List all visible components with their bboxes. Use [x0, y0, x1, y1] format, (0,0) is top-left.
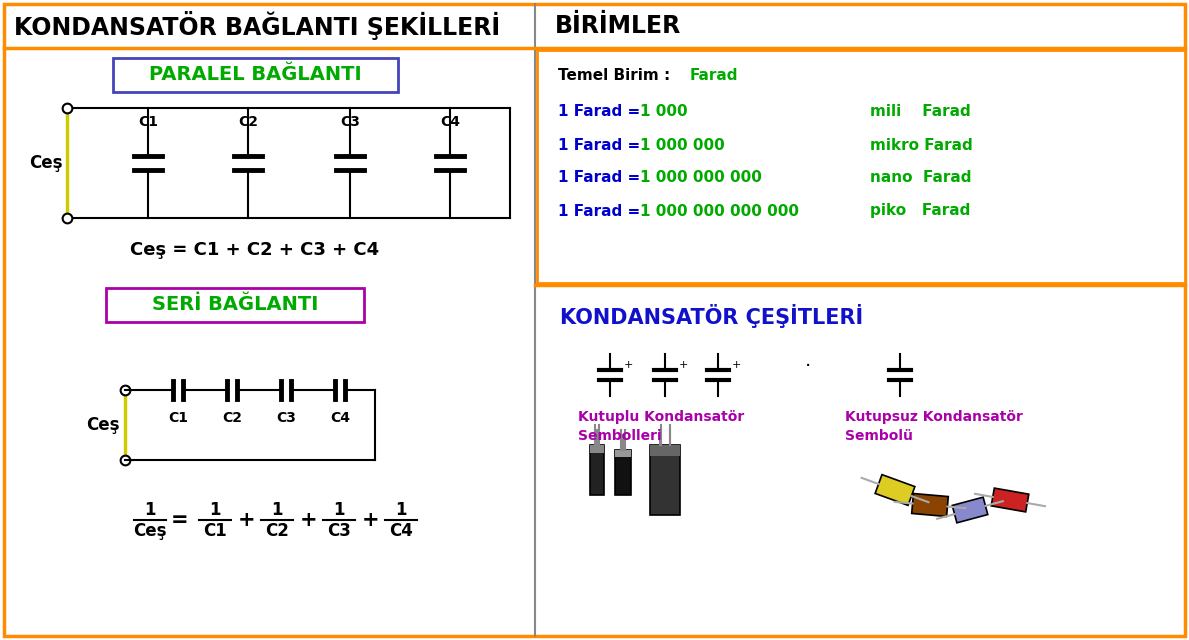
Text: C4: C4 [440, 115, 460, 129]
Text: PARALEL BAĞLANTI: PARALEL BAĞLANTI [149, 65, 361, 84]
Text: C3: C3 [276, 411, 296, 425]
Text: 1 000 000: 1 000 000 [640, 138, 725, 152]
Bar [952, 497, 988, 523]
Bar [875, 475, 914, 506]
Text: +: + [679, 360, 688, 370]
Bar [113, 58, 397, 92]
Text: C2: C2 [265, 522, 289, 540]
Text: mikro Farad: mikro Farad [870, 138, 973, 152]
Text: 1 000: 1 000 [640, 104, 687, 120]
Text: Ceş = C1 + C2 + C3 + C4: Ceş = C1 + C2 + C3 + C4 [130, 241, 379, 259]
Bar [537, 50, 1185, 283]
Bar [650, 445, 680, 456]
Text: Ceş: Ceş [30, 154, 63, 172]
Text: SERİ BAĞLANTI: SERİ BAĞLANTI [152, 296, 319, 314]
Text: =: = [171, 510, 189, 530]
Text: .: . [805, 351, 811, 369]
Text: Ceş: Ceş [87, 416, 120, 434]
Text: 1: 1 [209, 501, 221, 519]
Text: 1 Farad =: 1 Farad = [558, 104, 646, 120]
Text: 1 Farad =: 1 Farad = [558, 138, 646, 152]
Bar [106, 288, 364, 322]
Text: 1 Farad =: 1 Farad = [558, 170, 646, 186]
Bar [590, 445, 604, 495]
Text: C4: C4 [389, 522, 413, 540]
Text: C4: C4 [331, 411, 350, 425]
Text: 1 000 000 000: 1 000 000 000 [640, 170, 762, 186]
Bar [615, 450, 631, 457]
Text: +: + [624, 360, 634, 370]
Bar [590, 445, 604, 452]
Text: BİRİMLER: BİRİMLER [555, 14, 681, 38]
Text: Temel Birim :: Temel Birim : [558, 68, 681, 83]
Text: Ceş: Ceş [133, 522, 166, 540]
Text: Kutuplu Kondansatör
Sembolleri: Kutuplu Kondansatör Sembolleri [578, 410, 744, 444]
Text: +: + [732, 360, 742, 370]
Bar [912, 493, 949, 516]
Text: C2: C2 [222, 411, 243, 425]
Text: 1: 1 [144, 501, 156, 519]
Text: C1: C1 [203, 522, 227, 540]
Text: 1 Farad =: 1 Farad = [558, 204, 646, 218]
Text: C3: C3 [340, 115, 360, 129]
Bar [992, 488, 1028, 512]
Text: C2: C2 [238, 115, 258, 129]
Text: C1: C1 [138, 115, 158, 129]
Text: 1 000 000 000 000: 1 000 000 000 000 [640, 204, 799, 218]
Text: Kutupsuz Kondansatör
Sembolü: Kutupsuz Kondansatör Sembolü [845, 410, 1023, 444]
Text: nano  Farad: nano Farad [870, 170, 971, 186]
Text: KONDANSATÖR BAĞLANTI ŞEKİLLERİ: KONDANSATÖR BAĞLANTI ŞEKİLLERİ [14, 12, 501, 40]
Text: 1: 1 [271, 501, 283, 519]
Text: mili    Farad: mili Farad [870, 104, 970, 120]
Bar [615, 450, 631, 495]
Text: 1: 1 [333, 501, 345, 519]
Bar [650, 445, 680, 515]
Text: C1: C1 [168, 411, 188, 425]
Text: +: + [300, 510, 317, 530]
Text: 1: 1 [395, 501, 407, 519]
Text: KONDANSATÖR ÇEŞİTLERİ: KONDANSATÖR ÇEŞİTLERİ [560, 304, 863, 328]
Text: +: + [363, 510, 379, 530]
Text: +: + [238, 510, 256, 530]
Text: piko   Farad: piko Farad [870, 204, 970, 218]
Text: C3: C3 [327, 522, 351, 540]
Text: Farad: Farad [690, 68, 738, 83]
